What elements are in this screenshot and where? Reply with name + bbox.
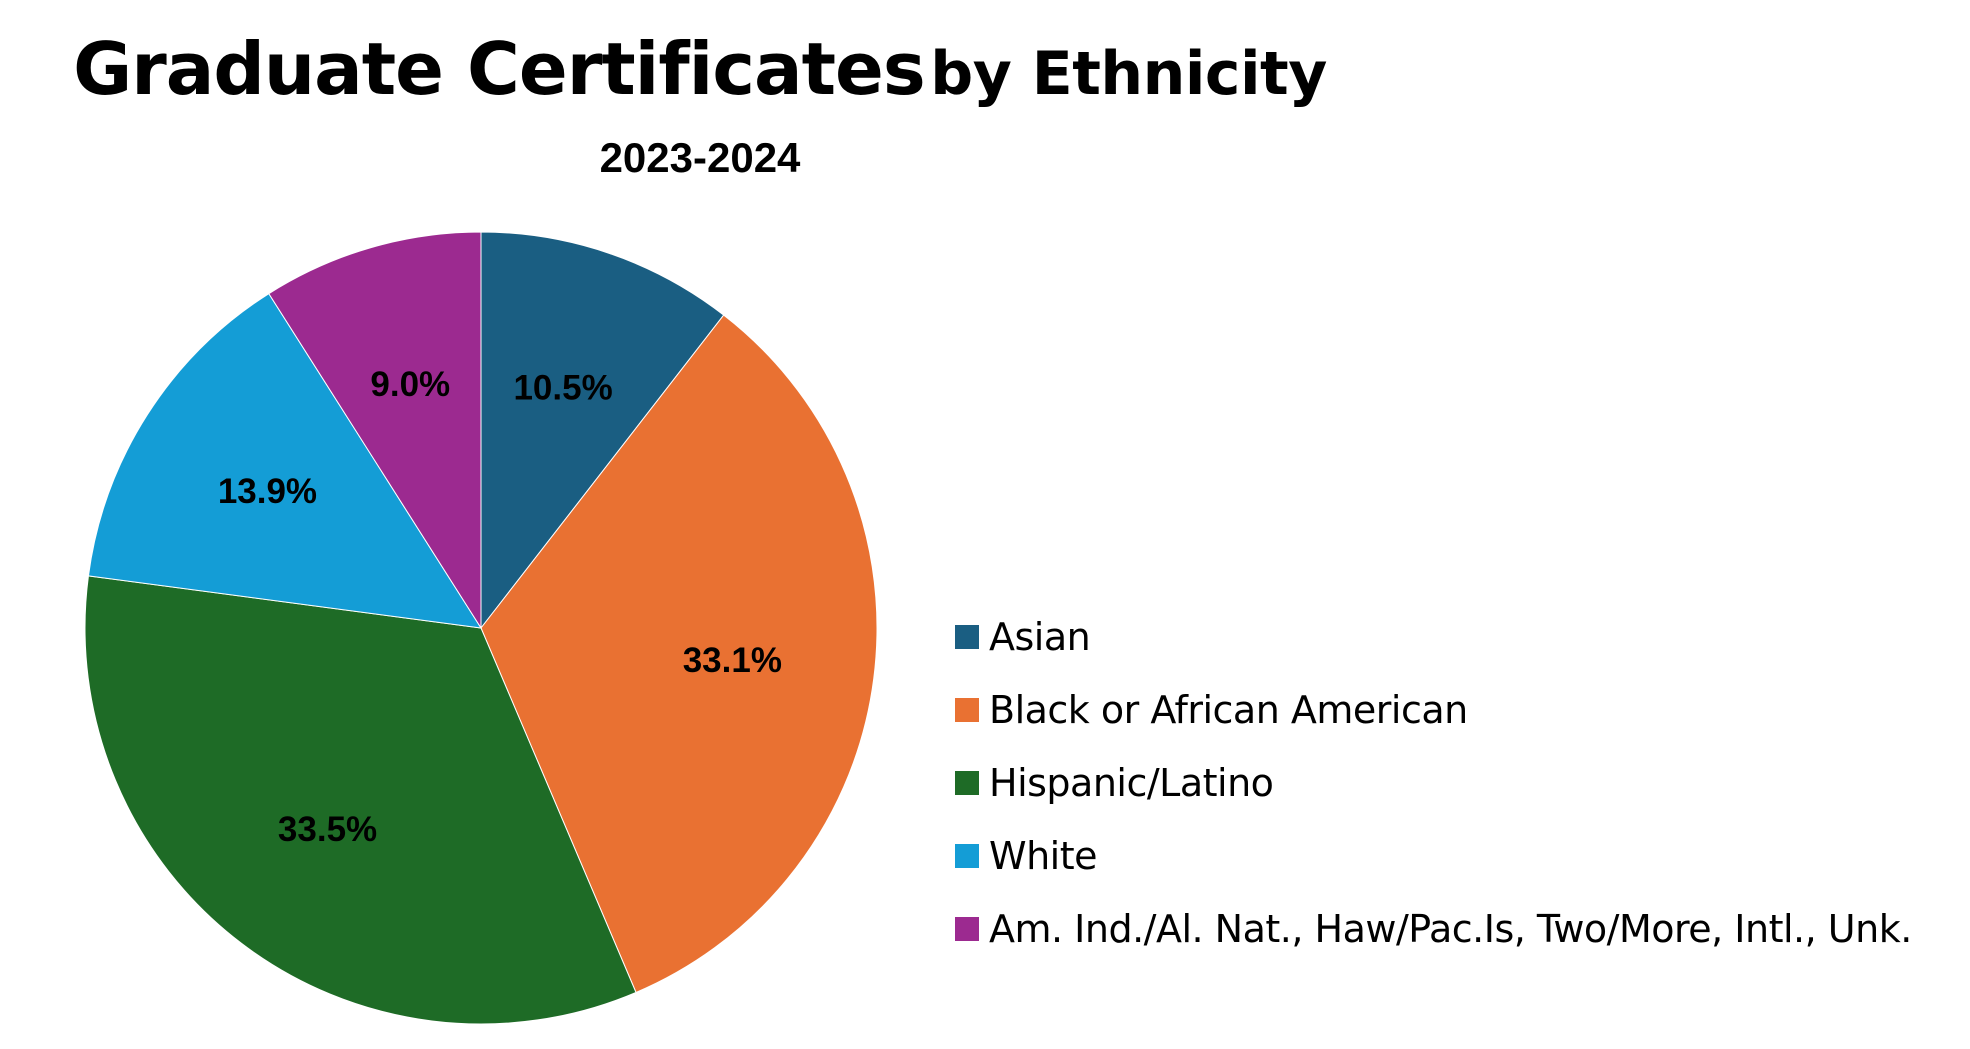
data-label-am-ind-al-nat-haw-pac-is-two-more-intl-unk: 9.0% (370, 365, 450, 404)
chart-title-tail: by Ethnicity (930, 39, 1327, 109)
chart-subtitle: 2023-2024 (599, 134, 801, 181)
legend-label: Black or African American (989, 687, 1468, 732)
legend-swatch (955, 624, 979, 649)
pie-slice-am-ind-al-nat-haw-pac-is-two-more-intl-unk (268, 231, 482, 630)
data-label-white: 13.9% (218, 472, 317, 511)
legend-item-hispanic-latino: Hispanic/Latino (955, 746, 1912, 819)
legend-item-asian: Asian (955, 600, 1912, 673)
pie-slice-black-or-african-american (480, 314, 878, 994)
pie-slice-hispanic-latino (84, 575, 637, 1025)
chart-title-main: Graduate Certificates (73, 27, 926, 111)
data-label-hispanic-latino: 33.5% (278, 810, 377, 849)
legend-label: White (989, 833, 1098, 878)
legend-label: Hispanic/Latino (989, 760, 1274, 805)
legend-item-black-or-african-american: Black or African American (955, 673, 1912, 746)
data-label-asian: 10.5% (513, 369, 612, 408)
legend-label: Am. Ind./Al. Nat., Haw/Pac.Is, Two/More,… (989, 906, 1912, 951)
chart-legend: Asian Black or African American Hispanic/L… (955, 600, 1912, 965)
legend-item-am-ind-al-nat-haw-pac-is-two-more-intl-unk: Am. Ind./Al. Nat., Haw/Pac.Is, Two/More,… (955, 892, 1912, 965)
legend-item-white: White (955, 819, 1912, 892)
data-label-black-or-african-american: 33.1% (683, 641, 782, 680)
chart-title: Graduate Certificates by Ethnicity (0, 27, 1400, 111)
legend-label: Asian (989, 614, 1091, 659)
pie-slice-white (87, 292, 482, 629)
legend-swatch (955, 697, 979, 722)
legend-swatch (955, 770, 979, 795)
legend-swatch (955, 843, 979, 868)
pie-slice-asian (480, 231, 725, 630)
legend-swatch (955, 916, 979, 941)
